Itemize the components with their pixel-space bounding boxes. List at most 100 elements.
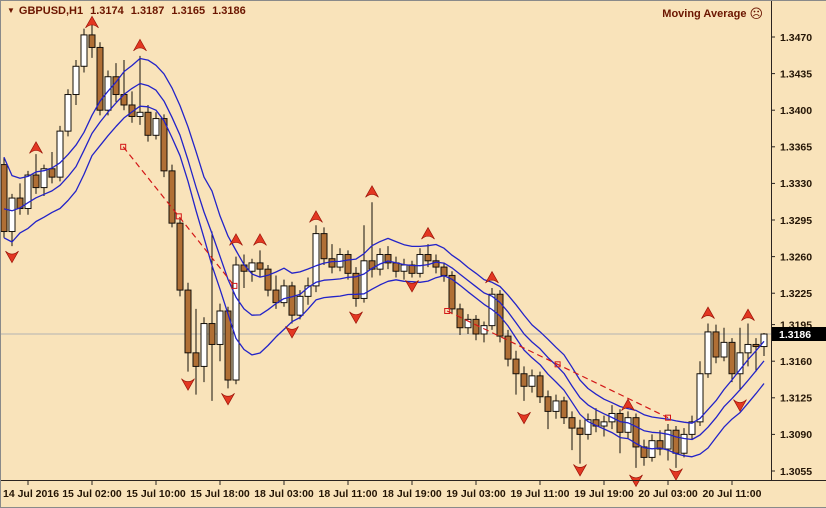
candle-body-bearish <box>656 440 664 450</box>
trendline-handle[interactable] <box>120 143 127 150</box>
moving-average-line-low <box>3 105 765 458</box>
time-axis-label[interactable]: 20 Jul 03:00 <box>638 488 698 500</box>
candle-body-bearish <box>672 429 680 454</box>
candle-body-bearish <box>408 264 416 274</box>
price-axis-label[interactable]: 1.3225 <box>780 288 812 300</box>
time-axis-label[interactable]: 15 Jul 18:00 <box>190 488 250 500</box>
time-axis-label[interactable]: 15 Jul 10:00 <box>126 488 186 500</box>
candle-body-bearish <box>392 262 400 272</box>
trendline-handle[interactable] <box>554 361 561 368</box>
moving-average-line-hlc3 <box>3 82 765 441</box>
symbol-dropdown-icon[interactable]: ▼ <box>7 6 15 15</box>
candle-body-bearish <box>432 260 440 268</box>
time-axis-label[interactable]: 15 Jul 02:00 <box>62 488 122 500</box>
price-axis-label[interactable]: 1.3125 <box>780 393 812 405</box>
candle-body-bearish <box>424 254 432 262</box>
current-price-label: 1.3186 <box>779 329 811 341</box>
candle-body-bearish <box>352 272 360 299</box>
candle-body-bearish <box>712 331 720 358</box>
candle-body-bearish <box>160 118 168 172</box>
candle-body-bearish <box>512 358 520 375</box>
time-axis-label[interactable]: 14 Jul 2016 <box>3 488 59 500</box>
candle-body-bullish <box>104 76 112 111</box>
candle-body-bullish <box>400 264 408 272</box>
price-axis-label[interactable]: 1.3470 <box>780 32 812 44</box>
candle-body-bullish <box>24 174 32 210</box>
candle-body-bearish <box>96 46 104 111</box>
candle-body-bearish <box>536 375 544 398</box>
candle-body-bearish <box>728 341 736 375</box>
price-axis-label[interactable]: 1.3160 <box>780 356 812 368</box>
fractal-up-arrow-icon <box>253 233 267 246</box>
fractal-up-arrow-icon <box>133 38 147 52</box>
price-axis-label[interactable]: 1.3365 <box>780 142 812 154</box>
trendline-handle[interactable] <box>175 213 182 220</box>
candle-body-bearish <box>384 254 392 264</box>
fractal-down-arrow-icon <box>349 311 363 324</box>
candle-body-bearish <box>560 400 568 419</box>
candle-body-bearish <box>192 352 200 367</box>
price-axis-label[interactable]: 1.3435 <box>780 68 812 80</box>
candle-body-bearish <box>440 266 448 276</box>
current-price-box <box>772 327 826 342</box>
candle-body-bearish <box>504 335 512 360</box>
price-axis-label[interactable]: 1.3295 <box>780 215 812 227</box>
candle-body-bullish <box>760 333 768 348</box>
candle-body-bullish <box>528 375 536 387</box>
candle-body-bullish <box>744 343 752 354</box>
candle-body-bullish <box>688 421 696 435</box>
candle-body-bullish <box>136 111 144 117</box>
quote-open: 1.3174 <box>90 5 124 17</box>
time-axis-label[interactable]: 18 Jul 03:00 <box>254 488 314 500</box>
candle-body-bearish <box>264 268 272 291</box>
candle-body-bearish <box>144 111 152 136</box>
indicator-label: Moving Average ☹ <box>662 5 763 21</box>
candle-body-bullish <box>464 318 472 329</box>
fractal-up-arrow-icon <box>741 308 755 321</box>
candle-body-bullish <box>584 419 592 435</box>
candle-body-bearish <box>368 260 376 270</box>
price-axis-label[interactable]: 1.3400 <box>780 105 812 117</box>
price-axis-label[interactable]: 1.3055 <box>780 466 812 478</box>
candle-body-bearish <box>456 308 464 329</box>
candle-body-bullish <box>360 260 368 299</box>
time-axis-label[interactable]: 20 Jul 11:00 <box>703 488 762 500</box>
candle-body-bullish <box>736 352 744 375</box>
fractal-down-arrow-icon <box>573 464 587 477</box>
fractal-up-arrow-icon <box>701 306 715 319</box>
fractal-down-arrow-icon <box>669 468 683 481</box>
sad-smiley-icon: ☹ <box>749 6 763 21</box>
fractal-up-arrow-icon <box>29 141 43 154</box>
candle-body-bullish <box>56 130 64 178</box>
trendline-dashed-2[interactable] <box>446 310 669 419</box>
candle-body-bearish <box>32 174 40 189</box>
trendline-handle[interactable] <box>444 307 451 314</box>
trendline-handle[interactable] <box>665 414 671 421</box>
candle-body-bearish <box>320 233 328 260</box>
price-axis-label[interactable]: 1.3330 <box>780 178 812 190</box>
time-axis-label[interactable]: 19 Jul 03:00 <box>446 488 506 500</box>
candle-body-bullish <box>304 285 312 297</box>
fractal-up-arrow-icon <box>485 270 499 284</box>
candle-body-bullish <box>232 264 240 381</box>
time-axis-label[interactable]: 19 Jul 19:00 <box>574 488 634 500</box>
candle-body-bullish <box>248 262 256 272</box>
candle-body-bearish <box>224 310 232 381</box>
price-axis-label[interactable]: 1.3090 <box>780 429 812 441</box>
time-axis-label[interactable]: 19 Jul 11:00 <box>511 488 570 500</box>
candle-body-bearish <box>176 222 184 291</box>
fractal-up-arrow-icon <box>85 15 99 29</box>
candle-body-bearish <box>208 323 216 345</box>
candle-body-bullish <box>720 341 728 358</box>
time-axis-label[interactable]: 18 Jul 11:00 <box>319 488 378 500</box>
candle-body-bullish <box>64 94 72 132</box>
candle-body-bullish <box>296 295 304 316</box>
trendline-handle[interactable] <box>231 282 238 289</box>
candle-body-bearish <box>184 289 192 354</box>
fractal-up-arrow-icon <box>365 185 379 198</box>
candle-body-bullish <box>216 310 224 345</box>
time-axis-label[interactable]: 18 Jul 19:00 <box>382 488 442 500</box>
price-axis-label[interactable]: 1.3260 <box>780 251 812 263</box>
